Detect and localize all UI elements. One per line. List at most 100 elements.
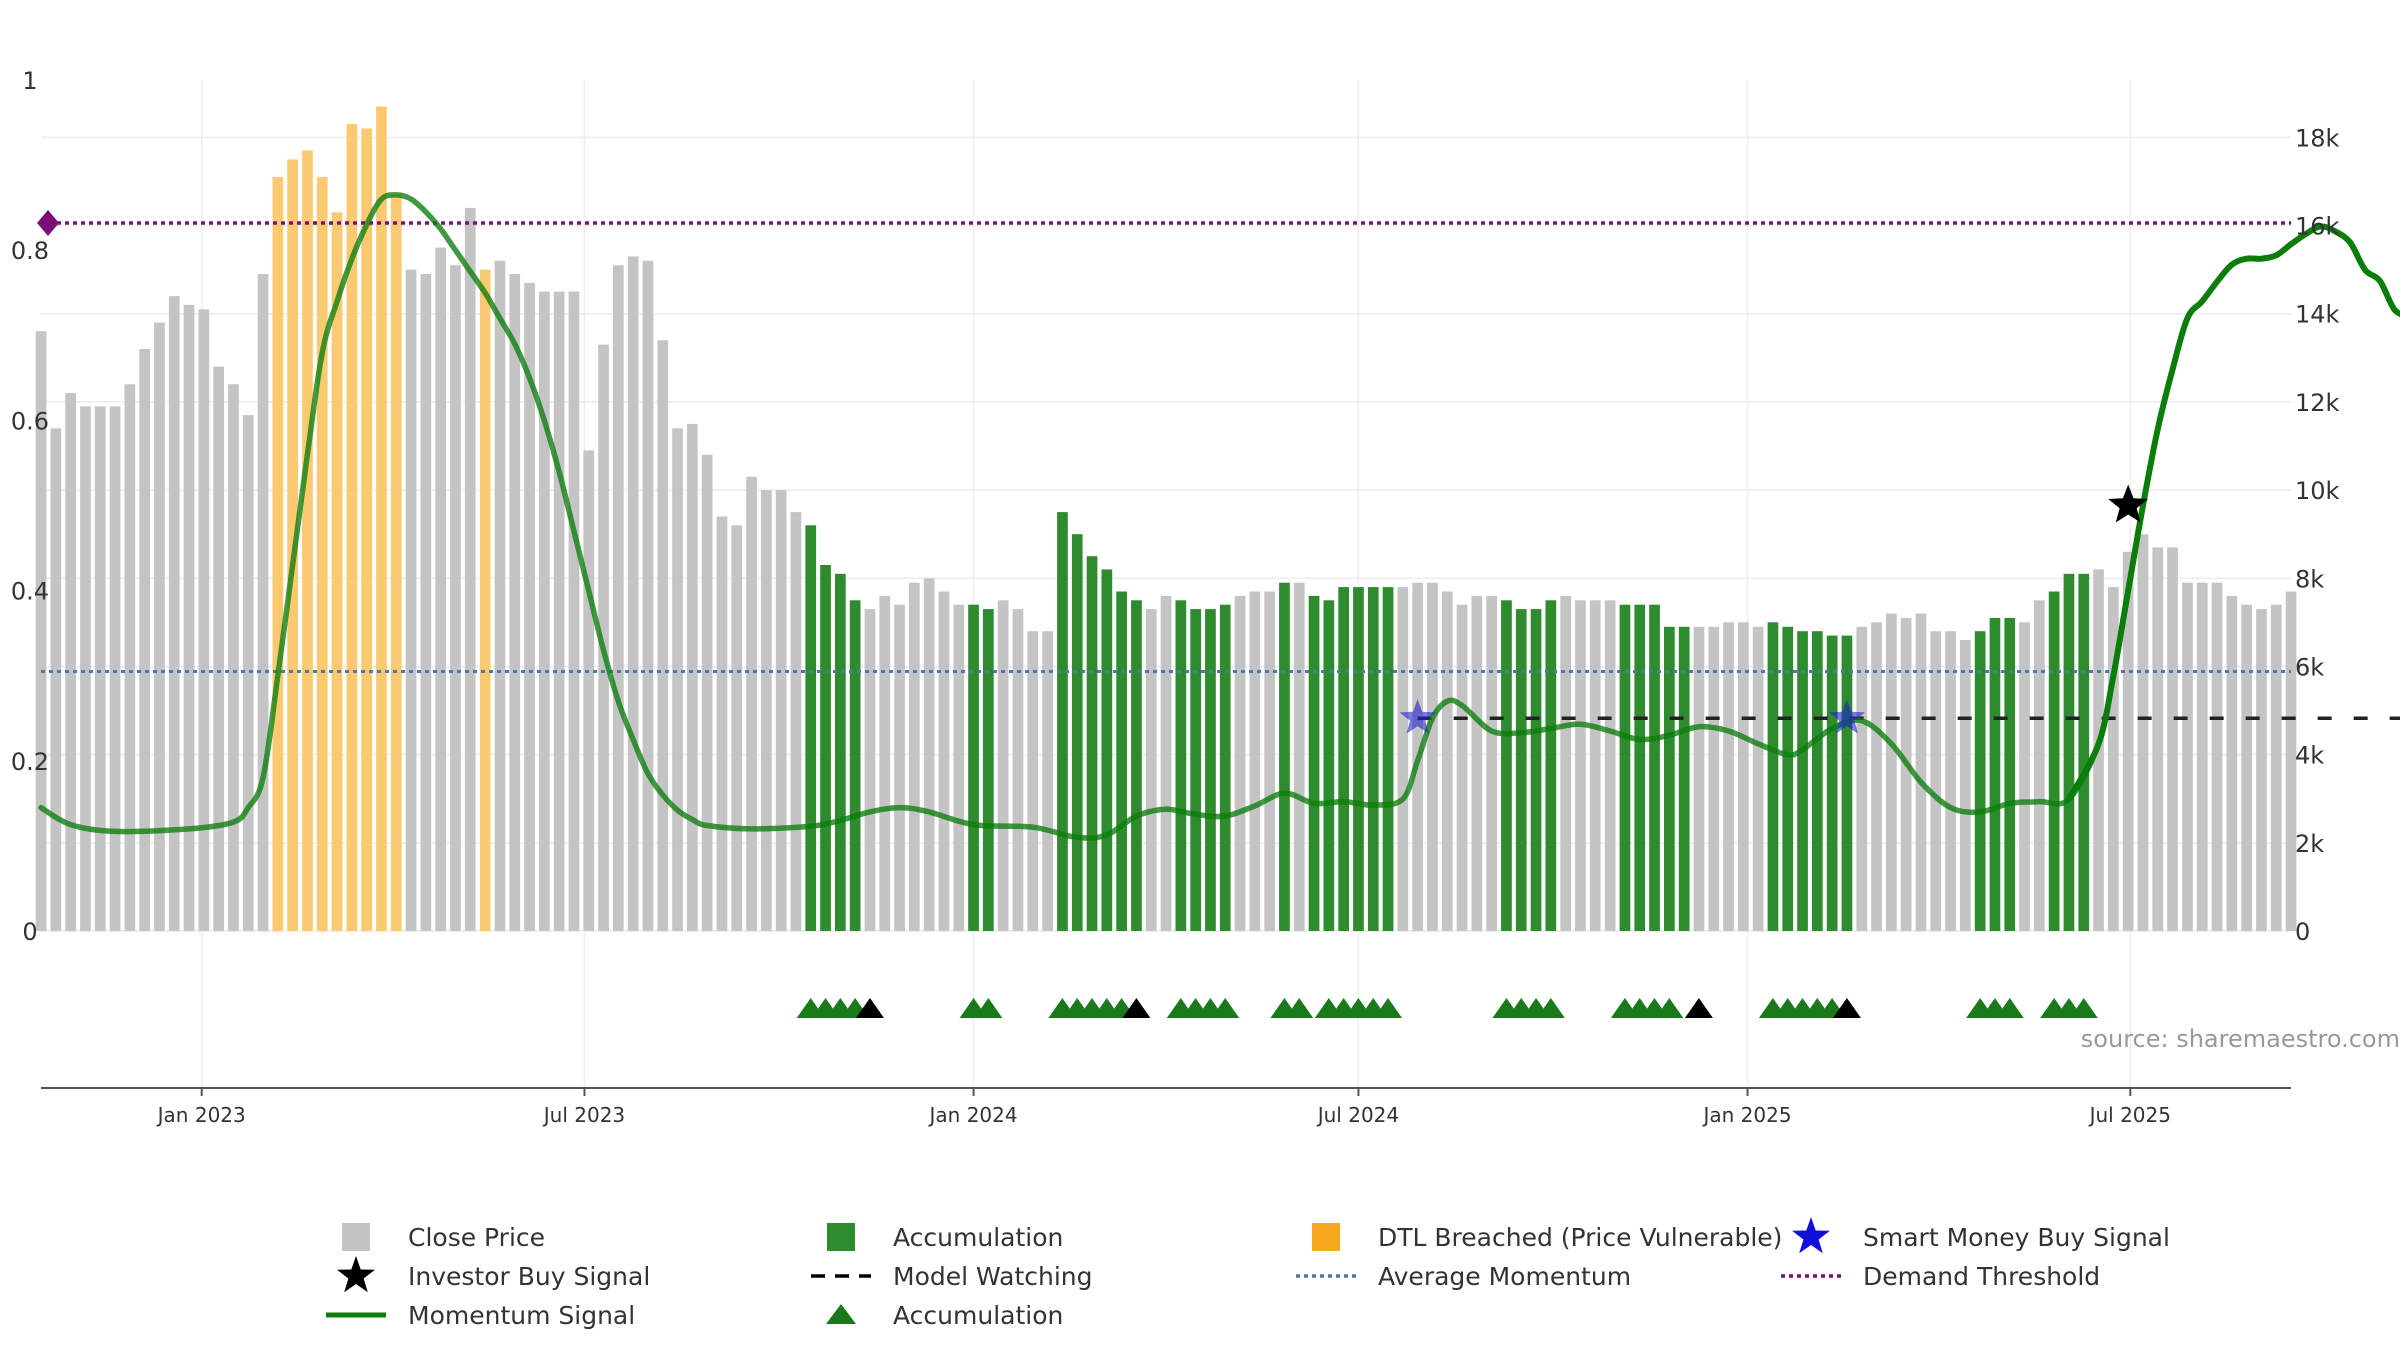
close-price-bar	[183, 304, 195, 931]
close-price-bar	[553, 291, 565, 932]
accumulation-bar	[2004, 617, 2016, 931]
accumulation-bar	[1797, 631, 1808, 931]
legend-label: Investor Buy Signal	[408, 1262, 650, 1291]
close-price-bar	[672, 428, 683, 931]
close-price-bar	[909, 582, 920, 931]
momentum-signal-line-recent	[2066, 223, 2400, 803]
legend-item: Smart Money Buy Signal	[1792, 1217, 2170, 1254]
dtl-breached-bar	[272, 177, 284, 931]
close-price-bar	[642, 260, 654, 931]
close-price-bar	[938, 591, 950, 931]
accumulation-bar	[968, 604, 979, 931]
close-price-bar	[923, 578, 935, 931]
legend-label: Model Watching	[893, 1262, 1093, 1291]
accumulation-bar	[1678, 626, 1690, 931]
y-right-tick-label: 2k	[2295, 830, 2324, 858]
legend-swatch	[1312, 1223, 1340, 1251]
accumulation-bar	[1279, 582, 1290, 931]
legend-item: Model Watching	[811, 1262, 1093, 1291]
close-price-bar	[568, 291, 580, 932]
accumulation-bar	[1515, 609, 1527, 931]
close-price-bar	[2226, 595, 2238, 931]
legend-item: DTL Breached (Price Vulnerable)	[1312, 1223, 1782, 1252]
accumulation-triangle-black	[855, 998, 884, 1018]
close-price-bar	[790, 512, 802, 931]
accumulation-bar	[1101, 569, 1113, 931]
accumulation-bar	[2063, 573, 2075, 931]
legend-label: Accumulation	[893, 1301, 1063, 1330]
close-price-bar	[124, 384, 136, 931]
close-price-bar	[405, 269, 417, 932]
dtl-breached-bar	[331, 212, 343, 932]
close-price-bar	[1945, 631, 1956, 931]
close-price-bar	[1900, 617, 1912, 931]
close-price-bar	[1886, 613, 1897, 931]
accumulation-bar	[1057, 512, 1068, 931]
dtl-breached-bar	[390, 194, 402, 932]
close-price-bar	[1575, 600, 1586, 931]
y-right-tick-label: 4k	[2295, 742, 2324, 770]
close-price-bar	[598, 344, 609, 932]
close-price-bar	[701, 454, 713, 931]
close-price-bar	[1486, 595, 1497, 931]
investor-buy-star	[2108, 484, 2149, 523]
accumulation-bar	[1190, 609, 1201, 931]
close-price-bar	[613, 265, 624, 931]
accumulation-bar	[1634, 604, 1646, 931]
accumulation-bar	[2078, 573, 2090, 931]
close-price-bar	[746, 476, 757, 931]
legend-label: Momentum Signal	[408, 1301, 635, 1330]
accumulation-triangle	[1655, 998, 1684, 1018]
close-price-bar	[509, 274, 521, 931]
accumulation-triangle	[974, 998, 1003, 1018]
legend-swatch	[827, 1223, 855, 1251]
legend-item: Demand Threshold	[1781, 1262, 2100, 1291]
accumulation-bar	[1308, 595, 1320, 931]
legend-swatch	[1792, 1217, 1830, 1254]
accumulation-triangle	[1536, 998, 1565, 1018]
accumulation-bar	[1545, 600, 1557, 931]
accumulation-triangle	[1995, 998, 2024, 1018]
smart-money-buy-star	[1399, 699, 1436, 734]
accumulation-bar	[1116, 591, 1127, 931]
close-price-bar	[213, 366, 224, 932]
close-price-bar	[242, 415, 254, 932]
y-right-tick-label: 10k	[2295, 477, 2340, 505]
close-price-bar	[731, 525, 743, 931]
close-price-bar	[2034, 600, 2045, 931]
legend-label: Demand Threshold	[1863, 1262, 2100, 1291]
y-left-tick-label: 0.2	[11, 748, 49, 776]
axes: Jan 2023 Jul 2023 Jan 2024 Jul 2024 Jan 2025…	[11, 67, 2340, 1127]
dtl-breached-bar	[361, 128, 372, 931]
y-right-tick-label: 14k	[2295, 301, 2340, 329]
close-price-bar	[1456, 604, 1468, 931]
close-price-bar	[2108, 587, 2119, 931]
y-right-tick-label: 8k	[2295, 565, 2324, 593]
close-price-bar	[65, 393, 76, 932]
close-price-bar	[494, 260, 506, 931]
accumulation-bar	[1131, 600, 1142, 931]
close-price-bar	[761, 490, 772, 931]
close-price-bar	[168, 296, 180, 932]
close-price-bar	[2256, 609, 2267, 931]
close-price-bar	[1427, 582, 1438, 931]
accumulation-bar	[1812, 631, 1823, 931]
accumulation-bar	[1338, 587, 1349, 931]
accumulation-bar	[1619, 604, 1631, 931]
accumulation-bar	[1071, 534, 1083, 931]
close-price-bar	[1708, 626, 1720, 931]
accumulation-bar	[1530, 609, 1542, 931]
x-tick-label: Jan 2024	[928, 1103, 1018, 1127]
accumulation-triangle-black	[1832, 998, 1861, 1018]
accumulation-bar	[1989, 617, 2001, 931]
accumulation-bar	[1219, 604, 1231, 931]
signal-lines	[37, 192, 2400, 841]
accumulation-bar	[1649, 604, 1660, 931]
close-price-bar	[2211, 582, 2223, 931]
x-tick-label: Jan 2023	[156, 1103, 246, 1127]
close-price-bar	[198, 309, 210, 931]
accumulation-bar	[1501, 600, 1512, 931]
close-price-bar	[2167, 547, 2178, 931]
accumulation-triangle	[1211, 998, 1240, 1018]
legend-item: Investor Buy Signal	[337, 1256, 650, 1293]
